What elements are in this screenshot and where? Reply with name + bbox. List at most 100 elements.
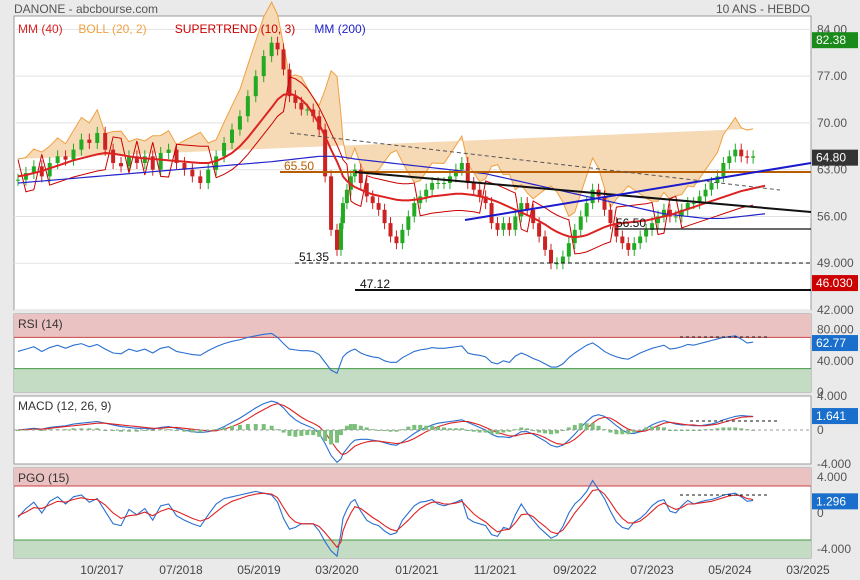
- price-candle-body: [142, 156, 147, 163]
- price-candle-body: [338, 223, 343, 250]
- price-candle-body: [549, 249, 554, 264]
- macd-series-1: [17, 403, 754, 456]
- price-candle-body: [691, 203, 696, 205]
- price-badge-bg: [812, 275, 858, 292]
- macd-histogram-bar: [166, 429, 171, 431]
- price-candle-body: [382, 209, 387, 224]
- price-candle-body: [751, 156, 756, 158]
- price-candle-body: [222, 142, 227, 157]
- macd-histogram-bar: [661, 427, 666, 430]
- price-candle-body: [16, 179, 20, 181]
- black-trendline: [354, 171, 812, 213]
- price-candle-body: [715, 176, 720, 184]
- pgo-tick-label: -4.000: [817, 542, 851, 556]
- price-candle-body: [709, 183, 714, 190]
- price-candle-body: [727, 156, 732, 163]
- macd-histogram-bar: [471, 430, 476, 432]
- supertrend-line: [17, 76, 754, 255]
- macd-histogram-bar: [305, 430, 310, 436]
- macd-histogram-bar: [596, 425, 601, 430]
- price-tick-label: 77.00: [817, 69, 847, 83]
- price-legend-entry: MM (40): [18, 22, 63, 36]
- macd-histogram-bar: [626, 430, 631, 435]
- price-candle-body: [344, 189, 349, 204]
- price-badge-bg: [812, 149, 858, 166]
- rsi-overbought-zone: [14, 314, 811, 338]
- macd-histogram-bar: [311, 430, 316, 436]
- macd-histogram-bar: [489, 430, 494, 435]
- price-candle-body: [733, 149, 738, 157]
- price-candle-body: [87, 139, 92, 143]
- macd-histogram-bar: [388, 430, 393, 432]
- macd-histogram-bar: [317, 430, 322, 437]
- macd-histogram-bar: [214, 429, 219, 431]
- price-candle-body: [721, 163, 726, 177]
- x-axis-label: 07/2023: [630, 563, 674, 577]
- price-candle-body: [206, 169, 211, 184]
- macd-histogram-bar: [549, 430, 554, 435]
- macd-histogram-bar: [293, 430, 298, 437]
- price-legend-entry: SUPERTREND (10, 3): [175, 22, 295, 36]
- rsi-tick-label: 40.000: [817, 354, 854, 368]
- pgo-tick-label: 4.000: [817, 470, 847, 484]
- price-candle-body: [329, 176, 334, 230]
- macd-histogram-bar: [590, 423, 595, 430]
- price-candle-body: [166, 149, 171, 153]
- x-axis-label: 09/2022: [553, 563, 597, 577]
- rsi-series-0: [17, 332, 754, 375]
- macd-histogram-bar: [358, 425, 363, 430]
- price-candle-body: [477, 189, 482, 197]
- price-candle-body: [590, 189, 595, 204]
- price-candle-body: [424, 189, 429, 197]
- macd-histogram-bar: [418, 424, 423, 430]
- price-candle-body: [430, 183, 435, 190]
- macd-histogram-bar: [608, 430, 613, 433]
- macd-histogram-bar: [739, 428, 744, 430]
- price-candle-body: [501, 223, 506, 230]
- macd-histogram-bar: [578, 423, 583, 430]
- macd-histogram-bar: [644, 427, 649, 430]
- price-candle-body: [348, 176, 353, 190]
- pgo-series-1: [17, 489, 754, 549]
- price-candle-body: [370, 196, 375, 204]
- price-candle-body: [667, 209, 672, 217]
- price-candle-body: [394, 236, 399, 244]
- macd-tick-label: -4.000: [817, 457, 851, 471]
- price-candle-body: [566, 243, 571, 257]
- price-candle-body: [245, 96, 250, 117]
- x-axis-label: 05/2024: [708, 563, 752, 577]
- macd-histogram-bar: [650, 426, 655, 430]
- macd-badge-label: 1.641: [816, 409, 846, 423]
- macd-histogram-bar: [483, 430, 488, 433]
- macd-histogram-bar: [537, 430, 542, 433]
- price-candle-body: [537, 223, 542, 237]
- macd-histogram-bar: [71, 428, 76, 430]
- macd-histogram-bar: [382, 430, 387, 431]
- price-candle-body: [134, 156, 139, 163]
- macd-histogram-bar: [182, 430, 187, 432]
- macd-histogram-bar: [111, 430, 116, 431]
- macd-histogram-bar: [465, 430, 470, 431]
- macd-histogram-bar: [198, 430, 203, 433]
- mm200-line: [17, 155, 766, 220]
- macd-histogram-bar: [447, 428, 452, 430]
- price-candle-body: [214, 156, 219, 170]
- price-candle-body: [95, 132, 100, 143]
- macd-histogram-bar: [47, 429, 52, 431]
- macd-histogram-bar: [340, 429, 345, 431]
- price-candle-body: [190, 169, 195, 177]
- price-candle-body: [269, 42, 274, 57]
- macd-histogram-bar: [126, 430, 131, 432]
- rsi-badge-label: 62.77: [816, 336, 846, 350]
- price-candle-body: [47, 163, 52, 177]
- price-candle-body: [543, 236, 548, 250]
- blue-trendline: [464, 162, 812, 221]
- macd-histogram-bar: [39, 430, 44, 431]
- macd-histogram-bar: [335, 430, 340, 443]
- annotation-56-50: 56.50: [616, 216, 646, 230]
- macd-histogram-bar: [566, 427, 571, 430]
- macd-histogram-bar: [721, 427, 726, 430]
- macd-histogram-bar: [348, 424, 353, 430]
- macd-histogram-bar: [614, 430, 619, 435]
- macd-histogram-bar: [352, 424, 357, 430]
